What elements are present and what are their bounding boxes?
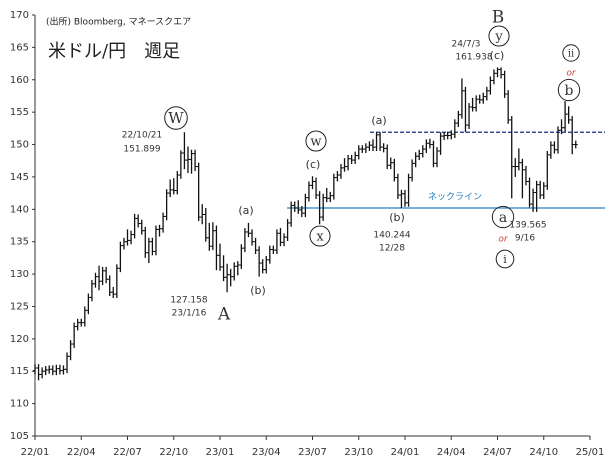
annotation-circle	[495, 249, 515, 269]
x-tick-label: 22/10	[159, 447, 188, 458]
annotation-circle	[309, 225, 331, 247]
annotation: w	[310, 135, 321, 150]
x-tick-label: 24/04	[437, 447, 466, 458]
x-tick-label: 23/10	[344, 447, 373, 458]
y-tick-label: 130	[10, 269, 29, 280]
annotation: 127.158	[170, 296, 207, 306]
annotation: 12/28	[379, 244, 405, 254]
annotation: 9/16	[515, 234, 535, 244]
annotation: (c)	[490, 49, 505, 62]
y-tick-label: 155	[10, 107, 29, 118]
annotation: 139.565	[509, 221, 546, 231]
annotation: 23/1/16	[172, 309, 207, 319]
y-tick-label: 115	[10, 366, 29, 377]
annotation: A	[217, 305, 231, 325]
annotation: i	[503, 253, 507, 266]
annotation: or	[566, 69, 577, 79]
annotation: (c)	[306, 158, 321, 171]
annotation: B	[492, 8, 505, 28]
x-tick-label: 22/07	[113, 447, 142, 458]
annotation: W	[168, 109, 184, 127]
x-tick-label: 23/07	[298, 447, 327, 458]
annotation: (b)	[250, 284, 266, 297]
annotation: 140.244	[373, 231, 410, 241]
annotation: b	[565, 83, 574, 99]
y-tick-label: 140	[10, 204, 29, 215]
y-tick-label: 165	[10, 42, 29, 53]
annotation: 22/10/21	[122, 131, 162, 141]
x-tick-label: 24/10	[529, 447, 558, 458]
annotation: (b)	[389, 211, 405, 224]
y-tick-label: 150	[10, 140, 29, 151]
y-tick-label: 135	[10, 237, 29, 248]
x-tick-label: 24/01	[391, 447, 420, 458]
annotation: ii	[568, 49, 574, 60]
x-tick-label: 24/07	[483, 447, 512, 458]
annotation: x	[316, 230, 324, 245]
annotation: a	[499, 210, 507, 226]
y-tick-label: 120	[10, 334, 29, 345]
y-tick-label: 160	[10, 75, 29, 86]
annotation-circle	[491, 205, 515, 229]
reference-label: ネックライン	[428, 192, 482, 203]
annotation: y	[494, 30, 503, 45]
x-tick-label: 22/01	[21, 447, 50, 458]
annotation-circle	[305, 130, 327, 152]
annotation: (a)	[238, 204, 253, 217]
annotation: (a)	[371, 114, 386, 127]
y-tick-label: 105	[10, 431, 29, 442]
x-tick-label: 23/04	[252, 447, 281, 458]
x-tick-label: 25/01	[576, 447, 605, 458]
annotation-circle	[557, 78, 581, 102]
y-tick-label: 145	[10, 172, 29, 183]
y-tick-label: 170	[10, 10, 29, 21]
annotation: 24/7/3	[452, 40, 481, 50]
annotation-circle	[488, 25, 510, 47]
annotation: 151.899	[123, 145, 160, 155]
y-tick-label: 125	[10, 301, 29, 312]
annotation: 161.938	[455, 53, 492, 63]
x-tick-label: 23/01	[206, 447, 235, 458]
y-tick-label: 110	[10, 399, 29, 410]
annotation-circle	[164, 106, 188, 130]
source: (出所) Bloomberg, マネースクエア	[46, 16, 191, 28]
chart-title: 米ドル/円 週足	[48, 41, 180, 62]
annotation-circle	[562, 44, 580, 62]
x-tick-label: 22/04	[67, 447, 96, 458]
annotation: or	[498, 235, 509, 245]
